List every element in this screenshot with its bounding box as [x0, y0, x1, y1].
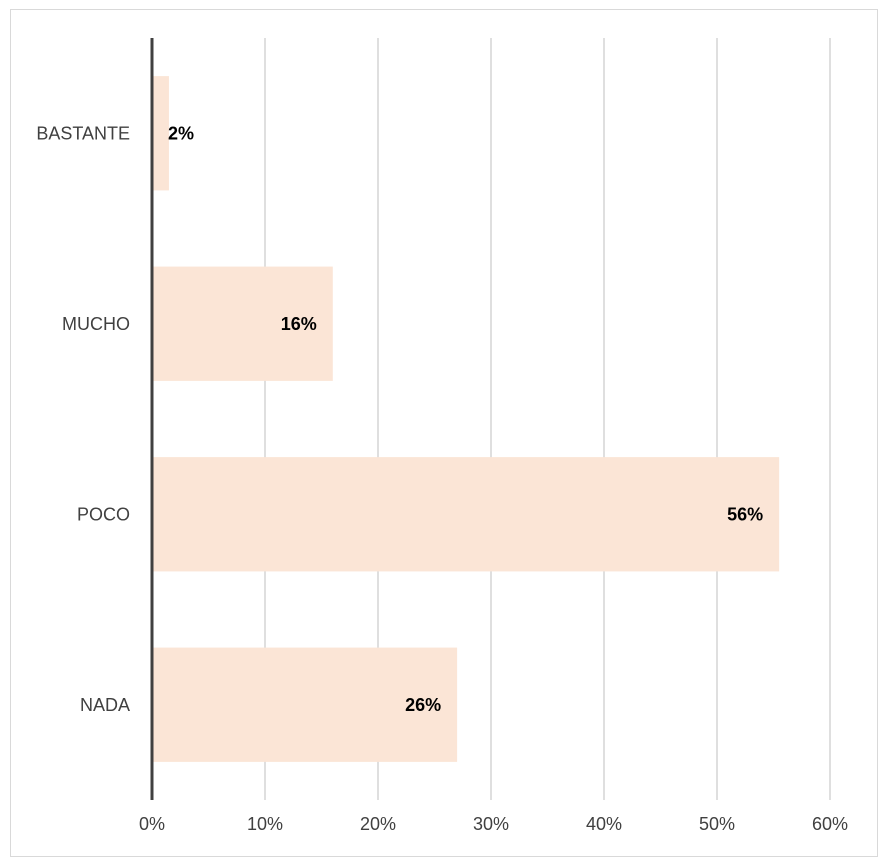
bar-nada — [152, 647, 458, 762]
category-label: POCO — [77, 504, 130, 524]
x-tick-label: 40% — [586, 814, 622, 834]
data-label: 26% — [405, 695, 441, 715]
chart-frame — [10, 9, 878, 857]
bar-poco — [152, 457, 780, 572]
data-labels: 2% 16% 56% 26% — [168, 123, 763, 715]
x-tick-label: 60% — [812, 814, 848, 834]
category-label: NADA — [80, 695, 130, 715]
x-tick-label: 0% — [139, 814, 165, 834]
bars — [152, 76, 780, 762]
category-label: BASTANTE — [36, 123, 130, 143]
x-tick-label: 20% — [360, 814, 396, 834]
category-label: MUCHO — [62, 314, 130, 334]
x-tick-label: 50% — [699, 814, 735, 834]
x-tick-label: 30% — [473, 814, 509, 834]
x-tick-labels: 0% 10% 20% 30% 40% 50% 60% — [139, 814, 848, 834]
category-labels: BASTANTE MUCHO POCO NADA — [36, 123, 130, 715]
bar-mucho — [152, 266, 333, 381]
data-label: 16% — [281, 314, 317, 334]
bar-bastante — [152, 76, 169, 191]
data-label: 56% — [727, 504, 763, 524]
x-tick-label: 10% — [247, 814, 283, 834]
data-label: 2% — [168, 123, 194, 143]
